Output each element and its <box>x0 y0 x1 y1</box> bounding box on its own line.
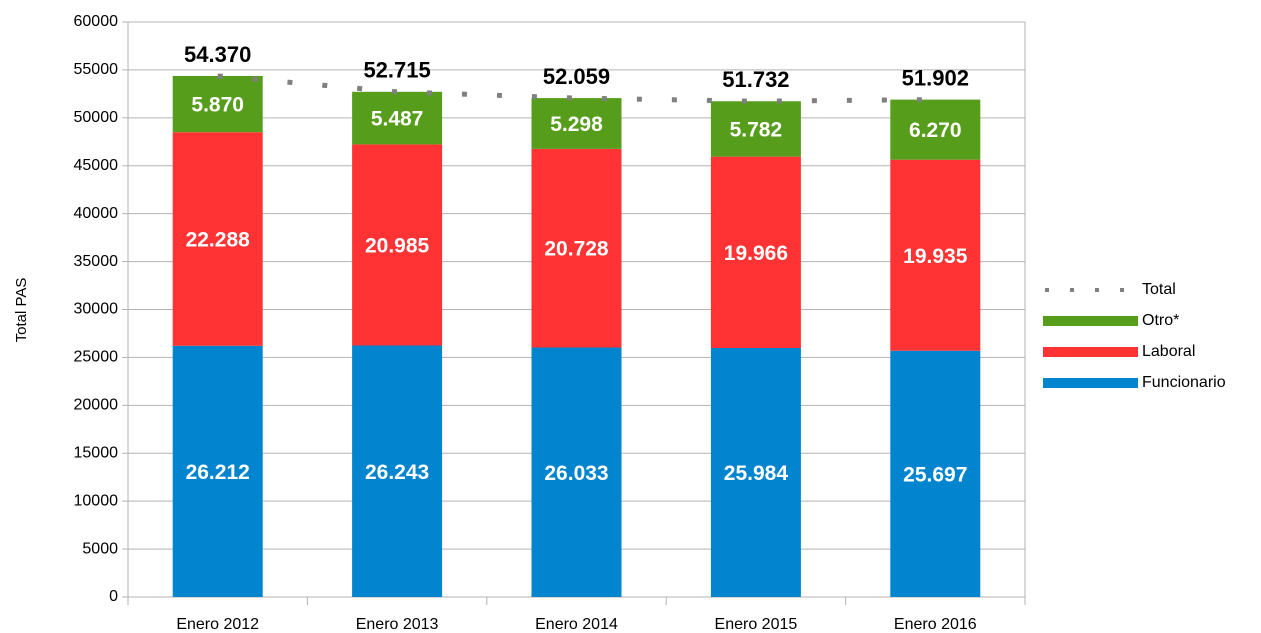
total-label: 54.370 <box>184 42 251 67</box>
y-tick-label: 15000 <box>74 444 119 461</box>
y-tick-label: 10000 <box>74 492 119 509</box>
bar-segment <box>352 91 443 145</box>
x-tick-label: Enero 2016 <box>894 616 977 633</box>
total-line <box>217 73 936 104</box>
legend-swatch <box>1043 347 1138 357</box>
y-tick-label: 0 <box>109 588 118 605</box>
y-tick-label: 35000 <box>74 253 119 270</box>
value-label: 6.270 <box>909 119 962 142</box>
value-label: 26.033 <box>544 462 608 485</box>
total-label: 52.715 <box>363 58 430 83</box>
value-label: 5.870 <box>191 94 244 117</box>
value-label: 19.966 <box>724 242 788 265</box>
bar-segment <box>531 347 622 597</box>
legend-label: Total <box>1142 281 1176 298</box>
legend-label: Funcionario <box>1142 374 1226 391</box>
legend-label: Otro* <box>1142 312 1179 329</box>
legend-swatch <box>1043 378 1138 388</box>
y-tick-label: 20000 <box>74 397 119 414</box>
total-label: 51.902 <box>902 65 969 90</box>
value-label: 26.243 <box>365 461 429 484</box>
y-tick-label: 45000 <box>74 157 119 174</box>
value-label: 5.782 <box>730 118 783 141</box>
bar-segment <box>531 148 622 348</box>
value-label: 25.984 <box>724 462 789 485</box>
bar-segment <box>710 156 801 348</box>
y-tick-label: 60000 <box>74 13 119 30</box>
bar-segment <box>172 345 263 597</box>
bar-segment <box>352 144 443 346</box>
legend-swatch <box>1043 316 1138 326</box>
y-axis-label: Total PAS <box>13 278 30 343</box>
bar-segment <box>172 75 263 133</box>
y-tick-label: 40000 <box>74 205 119 222</box>
x-tick-label: Enero 2015 <box>715 616 798 633</box>
y-tick-label: 5000 <box>82 540 118 557</box>
bar-segment <box>531 98 622 149</box>
value-label: 20.985 <box>365 234 430 257</box>
value-label: 20.728 <box>544 238 609 261</box>
value-label: 5.487 <box>371 108 424 131</box>
y-tick-label: 55000 <box>74 61 119 78</box>
total-label: 51.732 <box>722 67 789 92</box>
y-tick-label: 25000 <box>74 349 119 366</box>
y-tick-label: 50000 <box>74 109 119 126</box>
x-tick-label: Enero 2014 <box>535 616 618 633</box>
bar-segment <box>890 99 981 160</box>
value-label: 5.298 <box>550 113 603 136</box>
value-label: 26.212 <box>186 461 250 484</box>
x-tick-label: Enero 2013 <box>356 616 439 633</box>
total-label: 52.059 <box>543 64 610 89</box>
x-tick-label: Enero 2012 <box>176 616 259 633</box>
bar-segment <box>352 345 443 597</box>
bar-segment <box>172 132 263 346</box>
legend-label: Laboral <box>1142 343 1195 360</box>
bar-segment <box>710 101 801 157</box>
value-label: 25.697 <box>903 463 967 486</box>
bar-segment <box>890 350 981 597</box>
value-label: 19.935 <box>903 245 968 268</box>
bar-segment <box>710 347 801 597</box>
y-tick-label: 30000 <box>74 301 119 318</box>
value-label: 22.288 <box>186 229 251 252</box>
bar-segment <box>890 159 981 351</box>
